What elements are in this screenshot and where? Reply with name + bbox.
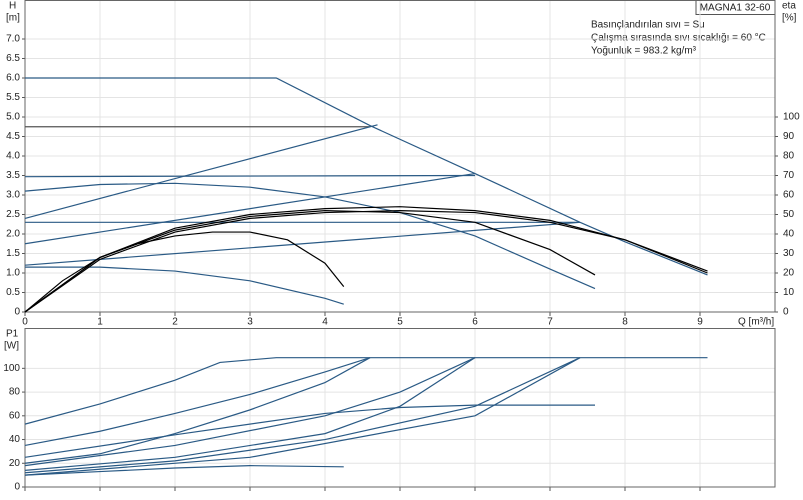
y2-axis-unit: [%] bbox=[782, 13, 797, 24]
y2-tick-label: 70 bbox=[783, 170, 795, 181]
plot-frame bbox=[24, 0, 776, 313]
y2-tick-label: 60 bbox=[783, 190, 795, 201]
curve bbox=[24, 174, 476, 178]
curve bbox=[24, 221, 581, 266]
annotation: Yoğunluk = 983.2 kg/m³ bbox=[591, 46, 697, 57]
y-tick-label: 1.5 bbox=[6, 248, 20, 259]
x-tick-label: 9 bbox=[697, 317, 703, 328]
y2-tick-label: 10 bbox=[783, 287, 795, 298]
curve bbox=[24, 357, 371, 447]
x-tick-label: 1 bbox=[97, 317, 103, 328]
y-tick-label: 100 bbox=[3, 363, 20, 374]
x-tick-label: 3 bbox=[247, 317, 253, 328]
y2-tick-label: 80 bbox=[783, 151, 795, 162]
y2-tick-label: 0 bbox=[783, 307, 789, 318]
y2-tick-label: 20 bbox=[783, 268, 795, 279]
y-axis-label: P1 bbox=[6, 329, 19, 340]
x-tick-label: 8 bbox=[622, 317, 628, 328]
y-tick-label: 4.5 bbox=[6, 131, 20, 142]
y-tick-label: 6.0 bbox=[6, 73, 20, 84]
x-tick-label: 4 bbox=[322, 317, 328, 328]
y2-tick-label: 50 bbox=[783, 209, 795, 220]
y-tick-label: 40 bbox=[9, 434, 21, 445]
curve bbox=[24, 172, 476, 245]
x-tick-label: 7 bbox=[547, 317, 553, 328]
annotation: Basınçlandırılan sıvı = Su bbox=[591, 20, 705, 31]
y-tick-label: 1.0 bbox=[6, 268, 20, 279]
y-tick-label: 2.5 bbox=[6, 209, 20, 220]
curve bbox=[24, 124, 378, 219]
x-tick-label: 5 bbox=[397, 317, 403, 328]
curve bbox=[24, 231, 345, 313]
y-tick-label: 60 bbox=[9, 410, 21, 421]
y2-tick-label: 100 bbox=[783, 112, 800, 123]
curve bbox=[24, 357, 708, 425]
curve bbox=[24, 182, 596, 290]
y-tick-label: 80 bbox=[9, 387, 21, 398]
curve bbox=[24, 357, 476, 471]
y-tick-label: 6.5 bbox=[6, 53, 20, 64]
y-axis-unit: [W] bbox=[4, 341, 19, 352]
curve bbox=[24, 209, 708, 313]
y-tick-label: 3.0 bbox=[6, 190, 20, 201]
y2-tick-label: 90 bbox=[783, 131, 795, 142]
curve bbox=[24, 404, 595, 458]
y-tick-label: 3.5 bbox=[6, 170, 20, 181]
y2-tick-label: 30 bbox=[783, 248, 795, 259]
y-tick-label: 2.0 bbox=[6, 229, 20, 240]
y-axis-unit: [m] bbox=[6, 13, 20, 24]
curve bbox=[24, 357, 581, 474]
y2-axis-label: eta bbox=[782, 1, 796, 12]
curve bbox=[24, 357, 581, 476]
x-tick-label: 6 bbox=[472, 317, 478, 328]
y-tick-label: 5.5 bbox=[6, 92, 20, 103]
y-tick-label: 7.0 bbox=[6, 34, 20, 45]
y-tick-label: 5.0 bbox=[6, 112, 20, 123]
curve bbox=[24, 357, 371, 464]
y-axis-label: H bbox=[9, 1, 16, 12]
y-tick-label: 0 bbox=[14, 482, 20, 493]
y-tick-label: 4.0 bbox=[6, 151, 20, 162]
chart-title: MAGNA1 32-60 bbox=[700, 3, 771, 14]
curve bbox=[24, 209, 596, 313]
y-tick-label: 20 bbox=[9, 458, 21, 469]
y-tick-label: 0 bbox=[14, 307, 20, 318]
y2-tick-label: 40 bbox=[783, 229, 795, 240]
curve bbox=[24, 465, 344, 476]
annotation: Çalışma sırasında sıvı sıcaklığı = 60 °C bbox=[591, 33, 766, 44]
curve bbox=[24, 357, 476, 467]
x-tick-label: 0 bbox=[22, 317, 28, 328]
x-tick-label: 2 bbox=[172, 317, 178, 328]
x-axis-label: Q [m³/h] bbox=[738, 317, 774, 328]
y-tick-label: 0.5 bbox=[6, 287, 20, 298]
curve bbox=[24, 206, 708, 313]
plot-frame bbox=[24, 328, 776, 488]
